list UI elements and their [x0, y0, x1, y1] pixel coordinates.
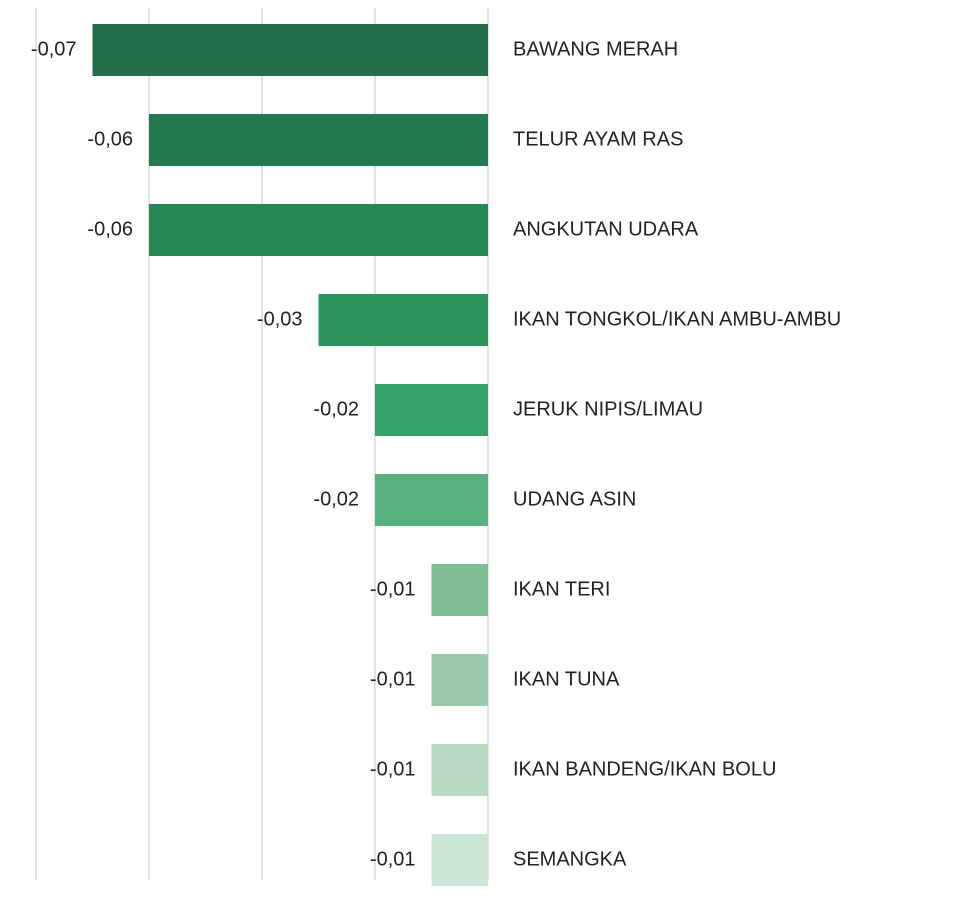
bar: [149, 204, 488, 256]
category-label: IKAN TONGKOL/IKAN AMBU-AMBU: [513, 308, 841, 330]
value-label: -0,07: [31, 38, 77, 60]
value-label: -0,01: [370, 848, 416, 870]
value-label: -0,06: [87, 218, 133, 240]
category-label: IKAN TUNA: [513, 668, 620, 690]
value-label: -0,01: [370, 758, 416, 780]
category-label: ANGKUTAN UDARA: [513, 218, 699, 240]
category-label: SEMANGKA: [513, 848, 627, 870]
value-label: -0,02: [313, 488, 359, 510]
category-label: UDANG ASIN: [513, 488, 636, 510]
bar: [149, 114, 488, 166]
bar: [92, 24, 488, 76]
value-label: -0,02: [313, 398, 359, 420]
bar: [375, 384, 488, 436]
bar: [431, 834, 488, 886]
category-label: JERUK NIPIS/LIMAU: [513, 398, 703, 420]
category-label: BAWANG MERAH: [513, 38, 678, 60]
bar: [431, 654, 488, 706]
bar: [318, 294, 488, 346]
value-label: -0,06: [87, 128, 133, 150]
category-label: IKAN TERI: [513, 578, 610, 600]
bar: [431, 564, 488, 616]
value-label: -0,03: [257, 308, 303, 330]
category-label: IKAN BANDENG/IKAN BOLU: [513, 758, 776, 780]
value-label: -0,01: [370, 578, 416, 600]
bar: [431, 744, 488, 796]
bar: [375, 474, 488, 526]
value-label: -0,01: [370, 668, 416, 690]
category-label: TELUR AYAM RAS: [513, 128, 683, 150]
